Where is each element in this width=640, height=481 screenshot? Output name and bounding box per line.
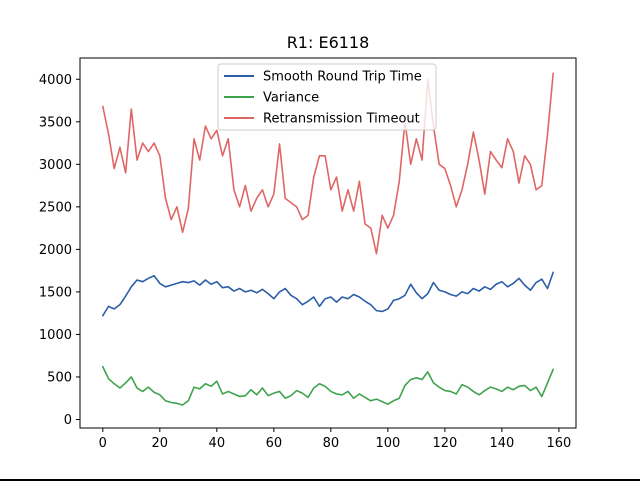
legend-label: Smooth Round Trip Time bbox=[263, 70, 422, 85]
y-tick-label: 4000 bbox=[39, 73, 72, 88]
legend-label: Variance bbox=[263, 91, 319, 106]
bottom-divider bbox=[0, 479, 640, 481]
y-tick-label: 2500 bbox=[39, 200, 72, 215]
chart-title: R1: E6118 bbox=[287, 33, 370, 52]
x-tick-label: 80 bbox=[323, 436, 340, 451]
x-axis: 0 20 40 60 80 100 120 140 160 bbox=[99, 428, 571, 451]
series-line-retransmission-timeout bbox=[102, 72, 555, 255]
y-tick-label: 3000 bbox=[39, 158, 72, 173]
y-tick-label: 1000 bbox=[39, 328, 72, 343]
x-tick-label: 100 bbox=[375, 436, 400, 451]
x-tick-label: 140 bbox=[489, 436, 514, 451]
series-line-variance bbox=[102, 365, 555, 406]
legend: Smooth Round Trip Time Variance Retransmis… bbox=[217, 63, 437, 131]
x-tick-label: 0 bbox=[99, 436, 107, 451]
y-axis: 0 500 1000 1500 2000 2500 3000 3500 4000 bbox=[39, 73, 80, 428]
plot-frame bbox=[79, 57, 577, 429]
x-tick-label: 120 bbox=[432, 436, 457, 451]
y-tick-label: 0 bbox=[64, 413, 72, 428]
legend-box bbox=[217, 63, 437, 131]
x-tick-label: 40 bbox=[209, 436, 226, 451]
x-tick-label: 160 bbox=[546, 436, 571, 451]
x-tick-label: 60 bbox=[266, 436, 283, 451]
y-tick-label: 1500 bbox=[39, 285, 72, 300]
y-tick-label: 3500 bbox=[39, 115, 72, 130]
y-tick-label: 500 bbox=[47, 370, 72, 385]
y-tick-label: 2000 bbox=[39, 243, 72, 258]
series-layer bbox=[102, 72, 555, 406]
series-line-smooth-round-trip-time bbox=[102, 271, 555, 317]
legend-label: Retransmission Timeout bbox=[263, 112, 420, 127]
x-tick-label: 20 bbox=[152, 436, 169, 451]
